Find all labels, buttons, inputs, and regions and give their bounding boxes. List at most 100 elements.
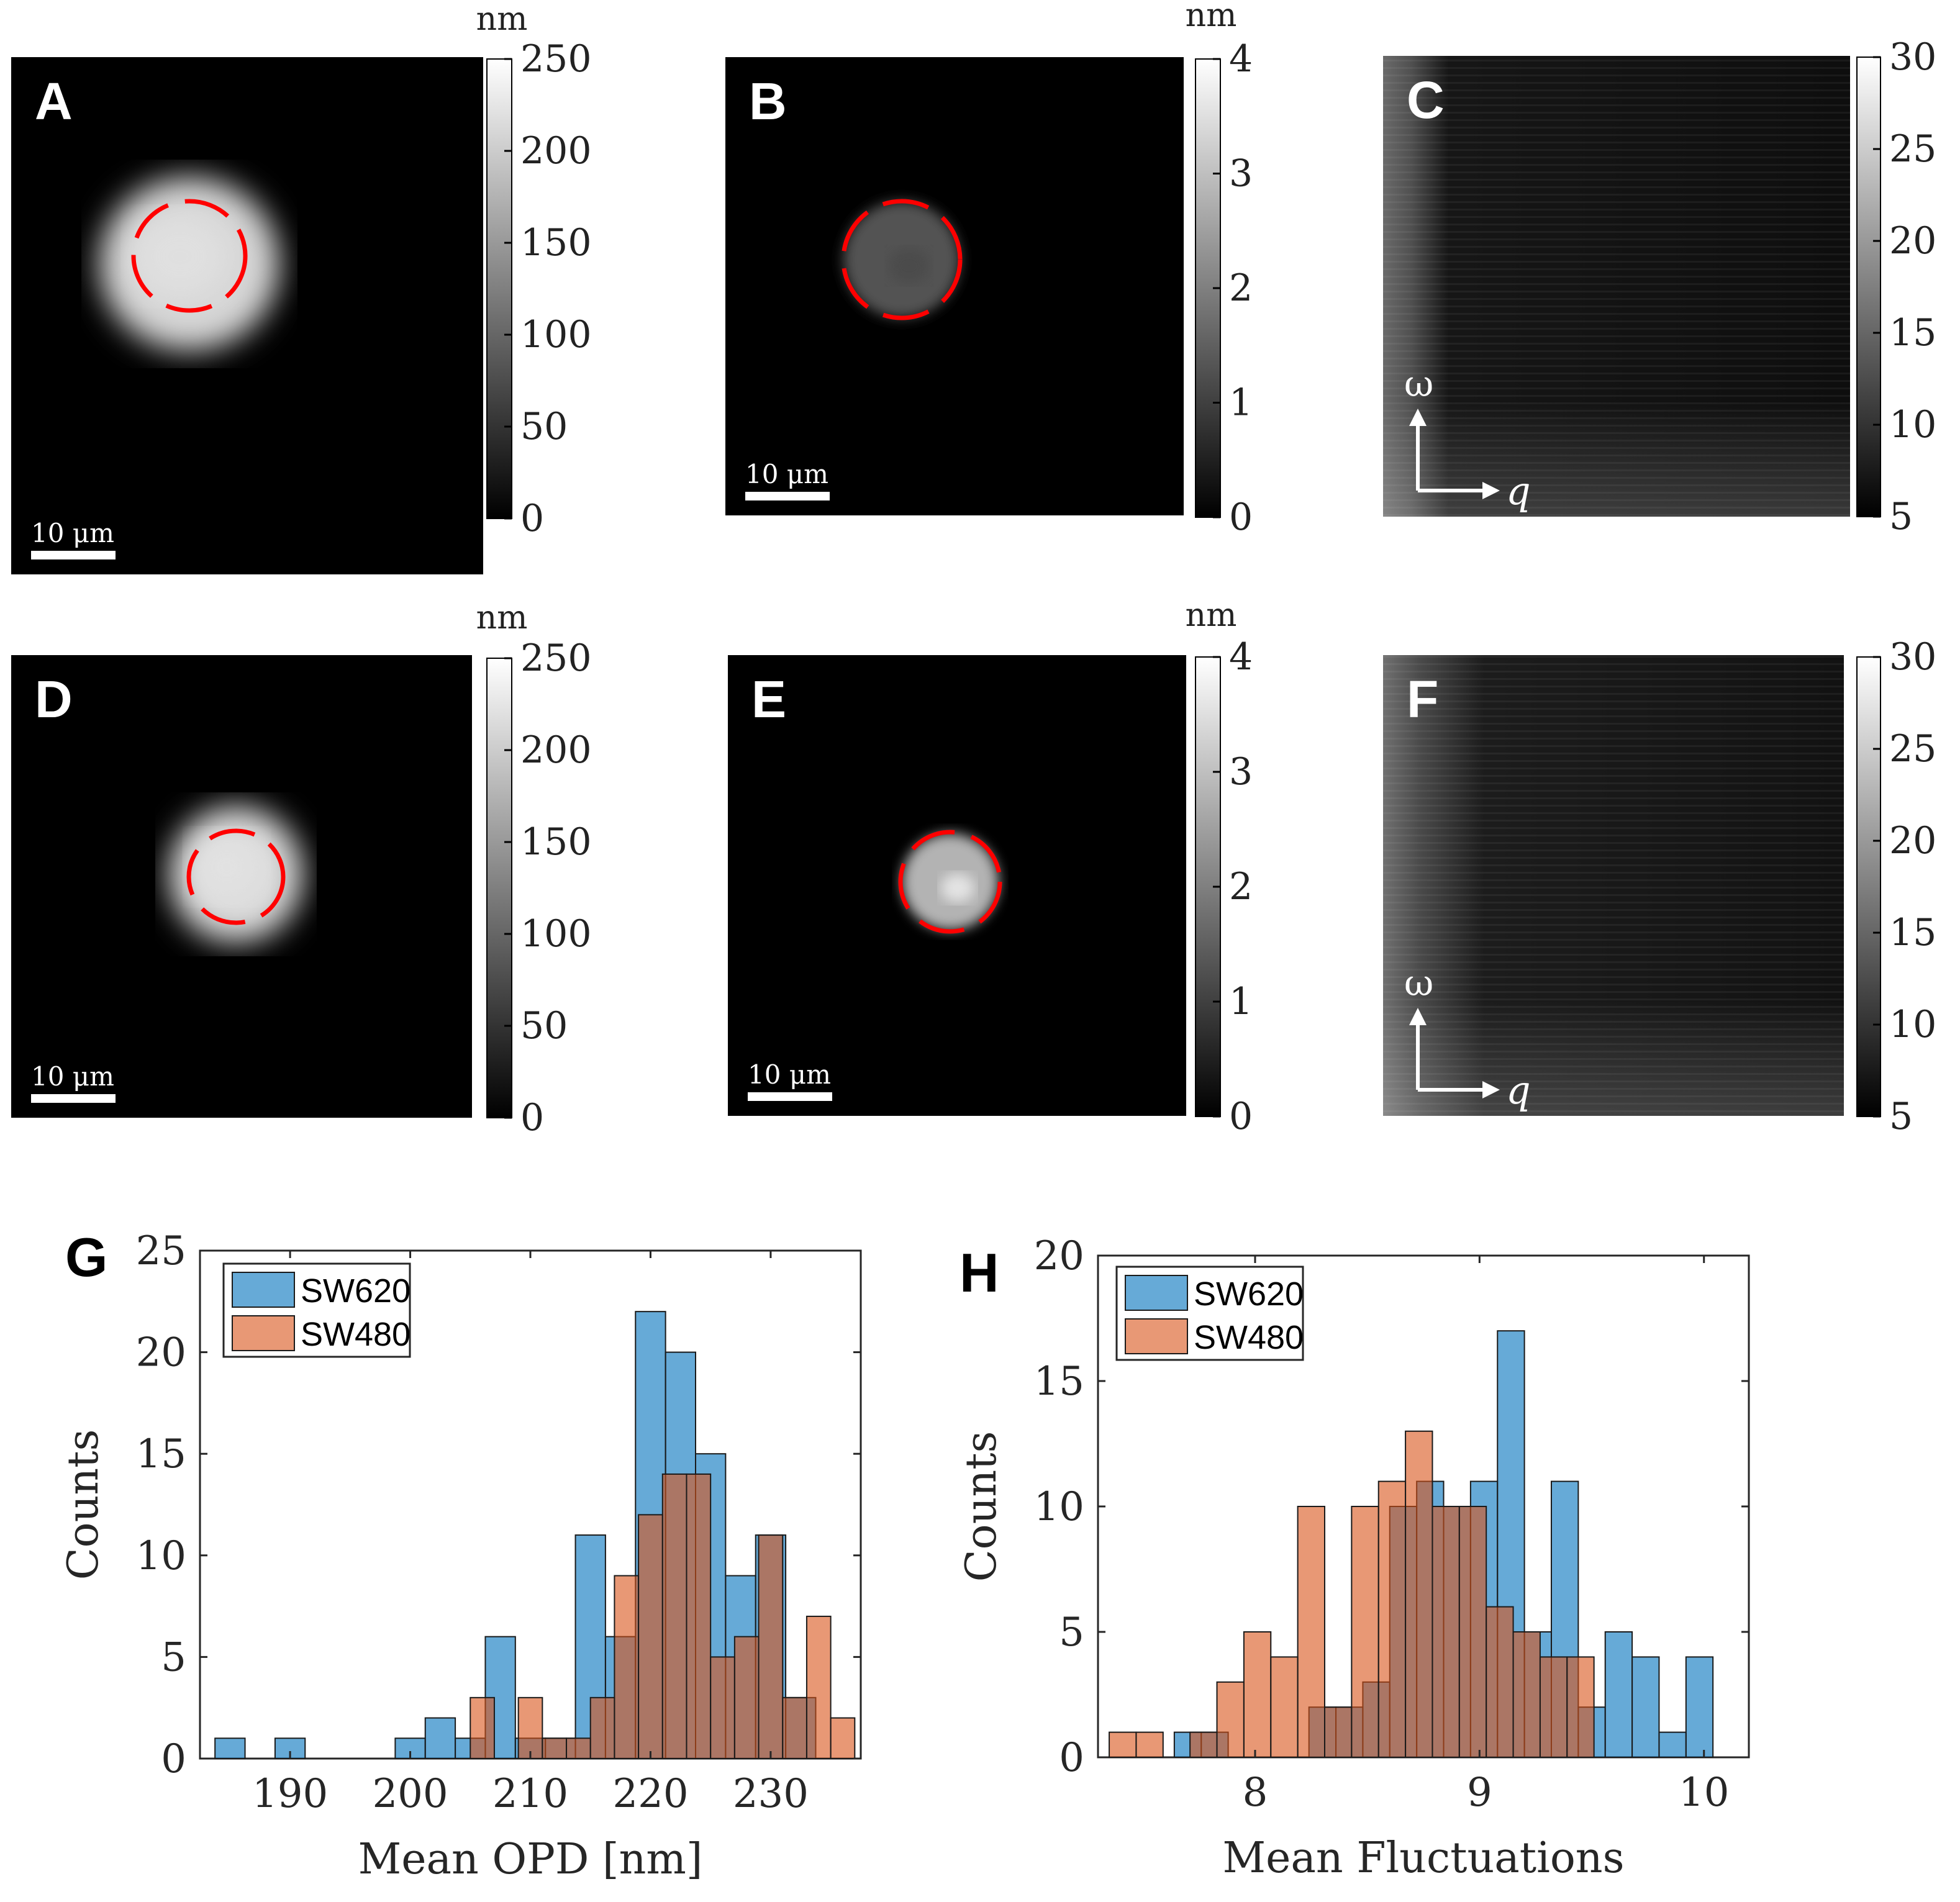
scale-bar (745, 492, 830, 500)
colorbar-unit: nm (476, 599, 528, 636)
y-tick-label: 20 (1034, 1233, 1084, 1279)
omega-label: ω (1404, 962, 1433, 1004)
colorbar-tick-label: 15 (1889, 911, 1936, 954)
legend-swatch-sw620 (1125, 1275, 1188, 1311)
y-tick-label: 15 (136, 1431, 186, 1477)
bar-sw480 (638, 1514, 663, 1760)
bar-sw480 (1297, 1506, 1325, 1758)
bar-sw480 (758, 1534, 784, 1760)
bar-sw480 (805, 1615, 832, 1759)
colorbar-tick-label: 250 (520, 37, 592, 81)
x-tick-label: 230 (733, 1771, 809, 1817)
colorbar-tick-label: 1 (1229, 980, 1253, 1023)
x-tick-label: 8 (1243, 1770, 1268, 1816)
colorbar-tick-label: 150 (520, 221, 592, 265)
bar-sw480 (1431, 1506, 1460, 1758)
bar-sw480 (710, 1656, 735, 1759)
x-tick-label: 10 (1679, 1770, 1729, 1816)
bar-sw480 (1539, 1656, 1568, 1758)
colorbar-tick-label: 100 (520, 912, 592, 956)
cell-texture (940, 873, 975, 903)
colorbar-tick-label: 20 (1889, 219, 1936, 263)
y-axis-label: Counts (59, 1429, 108, 1580)
legend-label-sw480: SW480 (1194, 1319, 1304, 1356)
bar-sw480 (1405, 1430, 1433, 1759)
panel-B: 10 μm B 0 1 2 3 4nm (725, 0, 1253, 539)
bar-sw480 (470, 1696, 495, 1760)
y-tick-label: 15 (1034, 1359, 1084, 1405)
x-tick-label: 190 (252, 1771, 328, 1817)
bar-sw480 (782, 1696, 807, 1760)
panel-letter-A: A (35, 72, 73, 130)
x-axis-label: Mean Fluctuations (1223, 1834, 1625, 1883)
colorbar-tick-label: 4 (1229, 635, 1253, 679)
colorbar-tick-label: 3 (1229, 152, 1253, 196)
y-tick-label: 20 (136, 1330, 186, 1376)
bar-sw480 (1189, 1731, 1218, 1759)
colorbar (1856, 57, 1881, 517)
x-axis-label: Mean OPD [nm] (358, 1835, 703, 1884)
panel-letter-D: D (35, 670, 73, 728)
roi-dashed-circle (898, 830, 1002, 934)
bar-sw480 (589, 1696, 615, 1760)
panel-C: ω q C 5 10 15 20 25 30 (1383, 35, 1936, 538)
legend-swatch-sw620 (232, 1272, 295, 1308)
colorbar-tick-label: 5 (1889, 1095, 1913, 1138)
y-tick-label: 0 (161, 1736, 186, 1782)
x-tick-label: 210 (492, 1771, 568, 1817)
bar-sw620 (1631, 1656, 1660, 1758)
bar-sw480 (686, 1473, 712, 1759)
bar-sw480 (1512, 1631, 1541, 1758)
dispersion-bottom-glow (1383, 56, 1850, 517)
bar-sw480 (566, 1737, 591, 1760)
scale-bar (31, 1094, 116, 1103)
bar-sw480 (1243, 1631, 1272, 1758)
colorbar-tick-label: 15 (1889, 311, 1936, 355)
bar-sw480 (542, 1737, 568, 1760)
scale-bar-label: 10 μm (748, 1059, 831, 1090)
legend-label-sw620: SW620 (1194, 1275, 1304, 1313)
bar-sw480 (1216, 1681, 1245, 1759)
bar-sw620 (424, 1717, 456, 1760)
bar-sw480 (1270, 1656, 1299, 1758)
legend-swatch-sw480 (232, 1315, 295, 1351)
q-label: q (1506, 468, 1531, 514)
panel-letter-B: B (749, 72, 787, 130)
colorbar-tick-label: 100 (520, 313, 592, 356)
roi-dashed-circle (131, 199, 248, 313)
bar-sw480 (614, 1575, 640, 1760)
x-tick-label: 9 (1467, 1770, 1492, 1816)
colorbar-tick-label: 50 (520, 1004, 568, 1048)
bar-sw480 (1109, 1731, 1137, 1759)
scale-bar-label: 10 μm (31, 1061, 114, 1092)
panel-F: ω q F 5 10 15 20 25 30 (1383, 635, 1936, 1138)
bar-sw620 (1685, 1656, 1714, 1758)
colorbar-tick-label: 1 (1229, 381, 1253, 425)
colorbar-unit: nm (1186, 597, 1237, 634)
omega-arrow-head (1409, 1008, 1427, 1025)
colorbar (486, 658, 512, 1118)
roi-dashed-circle (841, 199, 963, 320)
colorbar-tick-label: 5 (1889, 495, 1913, 538)
colorbar-tick-label: 20 (1889, 819, 1936, 863)
bar-sw480 (1351, 1506, 1379, 1758)
y-tick-label: 10 (136, 1533, 186, 1579)
scale-bar-label: 10 μm (31, 518, 114, 548)
colorbar-tick-label: 3 (1229, 750, 1253, 794)
bar-sw620 (1658, 1731, 1687, 1759)
colorbar-tick-label: 0 (520, 497, 544, 540)
scale-bar (31, 551, 116, 559)
panel-letter-F: F (1407, 670, 1438, 728)
q-label: q (1506, 1067, 1531, 1113)
panel-E: 10 μm E 0 1 2 3 4nm (728, 597, 1253, 1138)
bar-sw480 (1486, 1606, 1514, 1759)
bar-sw620 (1604, 1631, 1633, 1758)
histogram-H: 8 9 10 0 5 10 15 20 Mean Fluctuations Counts H SW62… (957, 1233, 1750, 1883)
scale-bar (748, 1092, 832, 1101)
scale-bar-label: 10 μm (745, 459, 828, 489)
colorbar-tick-label: 150 (520, 820, 592, 864)
